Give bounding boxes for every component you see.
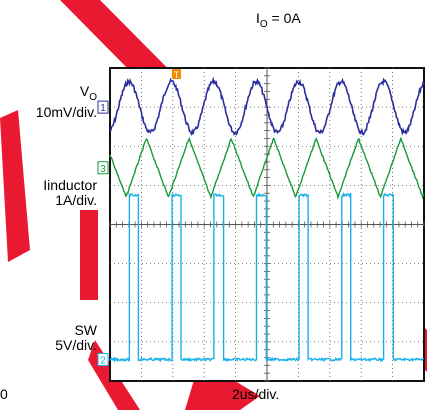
vo-channel-label: VO 10mV/div. (0, 84, 97, 120)
chart-title: IO = 0A (256, 10, 301, 30)
inductor-name: Iinductor (43, 177, 97, 193)
trace-iinductor (109, 136, 425, 201)
vo-scale: 10mV/div. (35, 103, 97, 120)
trace-vo (109, 76, 425, 137)
inductor-scale: 1A/div. (55, 192, 97, 208)
sw-scale: 5V/div. (55, 337, 97, 353)
channel-marker-label: 2 (100, 355, 106, 366)
trigger-marker-label: T (174, 70, 180, 80)
x-axis-label: 2us/div. (232, 386, 280, 402)
channel-marker-label: 3 (100, 164, 106, 175)
watermark-stroke-left (0, 110, 30, 262)
channel-markers: 1 3 2 T (97, 69, 181, 366)
watermark-stroke-mid (80, 210, 98, 300)
channel-marker-3 (97, 161, 109, 175)
corner-text: 0 (0, 386, 8, 402)
channel-marker-1 (97, 100, 109, 114)
trigger-marker (171, 69, 181, 79)
scope-traces (109, 76, 425, 363)
channel-marker-label: 1 (100, 103, 106, 114)
inductor-channel-label: Iinductor 1A/div. (0, 178, 97, 208)
sw-name: SW (74, 322, 97, 338)
sw-channel-label: SW 5V/div. (0, 323, 97, 353)
trace-sw (109, 192, 425, 363)
channel-marker-2 (97, 352, 109, 366)
